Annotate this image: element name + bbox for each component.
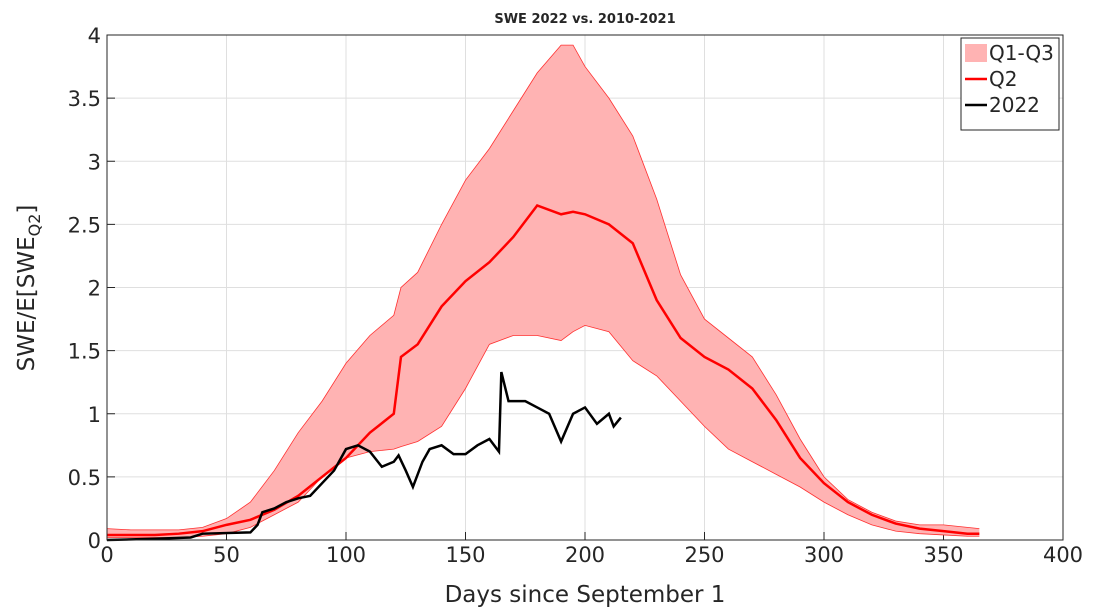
x-tick-label: 300 [804,543,844,567]
legend-label: Q1-Q3 [989,41,1054,65]
x-tick-label: 250 [684,543,724,567]
series-line [106,371,622,542]
x-tick-label: 350 [923,543,963,567]
band-upper [106,44,980,531]
y-tick-label: 2.5 [68,213,101,237]
y-label-main: SWE/E[SWE [14,236,40,371]
legend-label: 2022 [989,93,1040,117]
legend-swatch [965,44,987,62]
y-label-sub: Q2 [25,214,44,237]
band-area [107,45,980,538]
y-tick-label: 0 [88,529,101,553]
x-tick-label: 50 [213,543,240,567]
legend-label: Q2 [989,67,1017,91]
y-tick-label: 3.5 [68,87,101,111]
y-tick-label: 3 [88,150,101,174]
x-tick-label: 400 [1043,543,1083,567]
x-tick-label: 100 [326,543,366,567]
y-tick-label: 4 [88,24,101,48]
x-tick-label: 0 [100,543,113,567]
y-tick-label: 2 [88,277,101,301]
axes-box [106,34,1064,541]
y-label-end: ] [14,205,40,214]
chart-title: SWE 2022 vs. 2010-2021 [494,12,675,27]
y-tick-label: 0.5 [68,466,101,490]
band-lower [107,324,980,538]
y-axis-label: SWE/E[SWEQ2] [14,205,44,372]
x-axis-label: Days since September 1 [445,582,726,608]
y-tick-label: 1 [88,403,101,427]
y-tick-label: 1.5 [68,340,101,364]
x-tick-label: 200 [565,543,605,567]
x-tick-label: 150 [445,543,485,567]
